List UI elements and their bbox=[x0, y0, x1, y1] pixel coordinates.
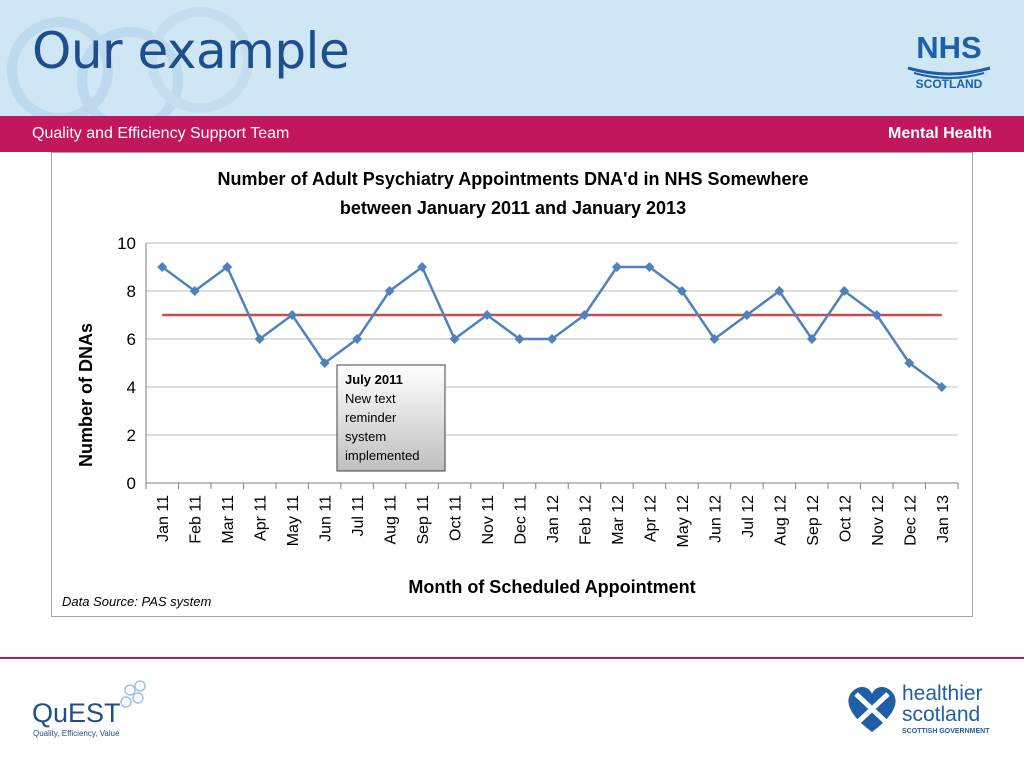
x-tick-label: Dec 12 bbox=[902, 495, 919, 546]
x-tick-label: Jan 11 bbox=[155, 495, 172, 542]
data-point bbox=[222, 262, 233, 272]
x-tick-label: Aug 11 bbox=[383, 495, 400, 545]
annotation-line: New text bbox=[345, 391, 396, 406]
data-point bbox=[319, 358, 330, 368]
data-point bbox=[352, 334, 363, 344]
data-point bbox=[709, 334, 720, 344]
chart-title-line2: between January 2011 and January 2013 bbox=[340, 198, 686, 218]
annotation-line: implemented bbox=[345, 448, 419, 463]
data-point bbox=[254, 334, 265, 344]
slide-header: Our example NHS SCOTLAND bbox=[0, 0, 1024, 116]
band-section-label: Mental Health bbox=[887, 125, 992, 142]
data-point bbox=[839, 286, 850, 296]
data-point bbox=[157, 262, 168, 272]
x-tick-label: Aug 12 bbox=[772, 495, 789, 546]
data-point bbox=[482, 310, 493, 320]
y-axis-label: Number of DNAs bbox=[76, 323, 96, 467]
chart-container: Number of Adult Psychiatry Appointments … bbox=[51, 152, 973, 617]
x-tick-label: Jun 11 bbox=[318, 495, 335, 542]
data-point bbox=[936, 382, 947, 392]
x-tick-label: Apr 11 bbox=[253, 495, 270, 541]
data-point bbox=[384, 286, 395, 296]
x-tick-label: Sep 11 bbox=[415, 495, 432, 545]
svg-text:NHS: NHS bbox=[916, 30, 981, 65]
band-team-label: Quality and Efficiency Support Team bbox=[32, 125, 290, 142]
svg-text:SCOTLAND: SCOTLAND bbox=[916, 77, 983, 91]
x-tick-label: Nov 12 bbox=[870, 495, 887, 546]
x-tick-label: Jul 11 bbox=[350, 495, 367, 537]
x-tick-label: Jan 12 bbox=[545, 495, 562, 543]
annotation-line: system bbox=[345, 429, 386, 444]
slide-title: Our example bbox=[32, 22, 350, 80]
data-point bbox=[547, 334, 557, 344]
x-tick-label: Oct 12 bbox=[837, 495, 854, 542]
x-axis-label: Month of Scheduled Appointment bbox=[408, 577, 695, 597]
data-point bbox=[904, 358, 915, 368]
data-point bbox=[774, 286, 785, 296]
y-tick-label: 2 bbox=[127, 426, 136, 445]
data-point bbox=[806, 334, 817, 344]
y-tick-label: 8 bbox=[127, 282, 136, 301]
nhs-scotland-logo: NHS SCOTLAND bbox=[907, 30, 991, 91]
series-line bbox=[161, 265, 943, 389]
x-tick-label: Apr 12 bbox=[642, 495, 659, 542]
x-tick-label: May 12 bbox=[675, 495, 692, 548]
dna-line-chart: Number of Adult Psychiatry Appointments … bbox=[62, 169, 959, 609]
y-tick-label: 6 bbox=[127, 330, 136, 349]
x-tick-label: Oct 11 bbox=[448, 495, 465, 541]
data-point bbox=[871, 310, 882, 320]
x-tick-label: Dec 11 bbox=[513, 495, 530, 545]
x-tick-label: Mar 12 bbox=[610, 495, 627, 545]
x-tick-label: Jun 12 bbox=[707, 495, 724, 543]
data-point bbox=[611, 262, 622, 272]
data-point bbox=[676, 286, 687, 296]
data-point bbox=[287, 310, 298, 320]
slide-band: Quality and Efficiency Support Team Ment… bbox=[0, 116, 1024, 152]
y-tick-label: 4 bbox=[127, 378, 136, 397]
svg-text:QuEST: QuEST bbox=[32, 698, 121, 728]
quest-logo: QuEST Quality, Efficiency, Value bbox=[32, 680, 146, 738]
y-tick-label: 10 bbox=[117, 234, 136, 253]
data-source-note: Data Source: PAS system bbox=[62, 594, 211, 609]
chart-title-line1: Number of Adult Psychiatry Appointments … bbox=[217, 169, 808, 189]
y-tick-label: 0 bbox=[127, 474, 136, 493]
x-tick-label: Feb 12 bbox=[577, 495, 594, 545]
data-point bbox=[449, 334, 460, 344]
footer-divider bbox=[0, 657, 1024, 659]
data-point bbox=[417, 262, 428, 272]
svg-text:scotland: scotland bbox=[902, 703, 980, 726]
x-tick-label: Feb 11 bbox=[188, 495, 205, 544]
data-point bbox=[741, 310, 752, 320]
svg-text:SCOTTISH GOVERNMENT: SCOTTISH GOVERNMENT bbox=[902, 728, 990, 735]
x-tick-label: Nov 11 bbox=[480, 495, 497, 545]
x-tick-label: Jan 13 bbox=[935, 495, 952, 543]
svg-text:Quality, Efficiency, Value: Quality, Efficiency, Value bbox=[33, 729, 120, 738]
data-point bbox=[644, 262, 655, 272]
svg-text:healthier: healthier bbox=[902, 682, 983, 705]
annotation-callout: July 2011 New text reminder system imple… bbox=[336, 364, 446, 472]
header-decoration bbox=[7, 7, 253, 116]
healthier-scotland-logo: healthier scotland SCOTTISH GOVERNMENT bbox=[848, 682, 990, 735]
data-point bbox=[189, 286, 200, 296]
x-tick-label: Jul 12 bbox=[740, 495, 757, 538]
x-tick-label: May 11 bbox=[285, 495, 302, 546]
x-tick-label: Sep 12 bbox=[805, 495, 822, 546]
annotation-line: reminder bbox=[345, 410, 397, 425]
annotation-box bbox=[336, 364, 446, 472]
data-point bbox=[579, 310, 590, 320]
data-point bbox=[514, 334, 525, 344]
annotation-title: July 2011 bbox=[345, 372, 403, 387]
x-tick-label: Mar 11 bbox=[220, 495, 237, 544]
